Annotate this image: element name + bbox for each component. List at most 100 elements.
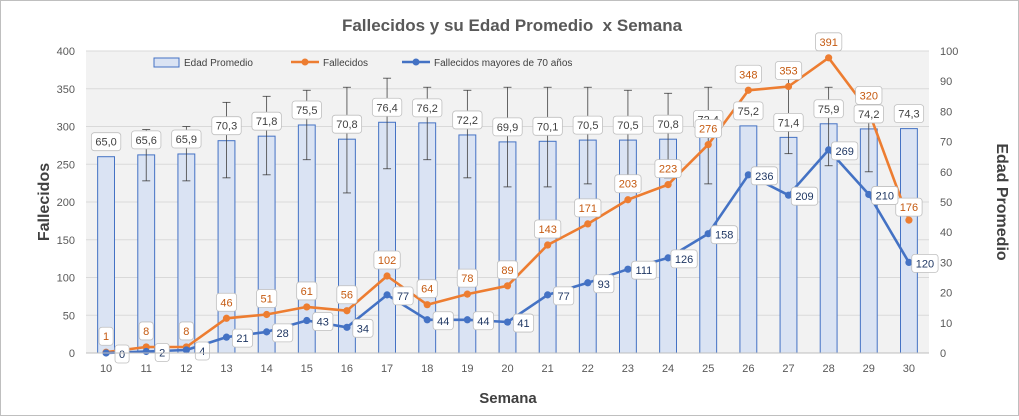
label-fallecidos-box [178, 321, 194, 341]
legend-marker-mayores [412, 58, 420, 66]
label-fallecidos-mayores: 34 [357, 323, 369, 335]
label-fallecidos-mayores: 209 [795, 191, 813, 203]
y-left-tick-label: 400 [57, 46, 75, 58]
label-fallecidos: 56 [341, 290, 353, 302]
label-fallecidos-mayores-box [631, 260, 657, 280]
label-edad-promedio-group: 70,8 [652, 114, 684, 134]
label-edad-promedio-group: 74,2 [853, 104, 884, 124]
label-edad-promedio-group: 70,8 [331, 114, 363, 134]
point-fallecidos-mayores [825, 146, 833, 154]
label-edad-promedio-group: 71,8 [251, 111, 282, 131]
label-fallecidos-mayores: 158 [715, 230, 733, 242]
y-left-tick-label: 100 [57, 273, 75, 285]
label-fallecidos-box [496, 260, 519, 280]
label-edad-promedio: 65,0 [95, 137, 116, 149]
point-fallecidos [222, 314, 231, 322]
label-fallecidos: 78 [461, 273, 473, 285]
y-right-tick-label: 30 [940, 257, 952, 269]
label-fallecidos-mayores: 236 [755, 171, 773, 183]
point-fallecidos [784, 82, 793, 91]
label-edad-promedio: 74,2 [858, 109, 879, 121]
label-fallecidos-mayores: 77 [558, 291, 570, 303]
label-fallecidos-mayores: 126 [675, 254, 693, 266]
y-right-tick-label: 80 [940, 106, 952, 118]
label-fallecidos-box [855, 86, 883, 105]
label-fallecidos-mayores-box [312, 312, 334, 331]
label-fallecidos-mayores-group: 4 [194, 341, 210, 361]
label-edad-promedio-box [412, 98, 443, 118]
label-fallecidos-mayores: 44 [477, 316, 489, 328]
y-left-tick-label: 50 [63, 310, 75, 322]
point-fallecidos [544, 241, 552, 249]
label-fallecidos-box [574, 198, 602, 218]
label-fallecidos-mayores-group: 77 [392, 286, 414, 306]
label-fallecidos: 353 [779, 65, 797, 77]
label-edad-promedio-group: 70,3 [211, 116, 242, 136]
label-fallecidos: 176 [900, 202, 918, 214]
label-edad-promedio-box [813, 99, 844, 119]
x-tick-label: 14 [261, 363, 273, 375]
label-fallecidos-group: 391 [815, 32, 843, 52]
point-fallecidos-mayores [142, 347, 150, 356]
label-fallecidos-box [256, 289, 278, 308]
point-fallecidos [263, 310, 271, 319]
label-edad-promedio-group: 71,4 [773, 112, 804, 132]
label-edad-promedio: 75,9 [818, 104, 839, 116]
x-tick-label: 16 [341, 363, 353, 375]
label-edad-promedio-box [452, 110, 483, 130]
label-fallecidos-mayores: 28 [277, 328, 289, 340]
label-fallecidos-mayores-group: 209 [790, 186, 819, 206]
label-edad-promedio-box [331, 114, 363, 134]
x-tick-label: 23 [622, 363, 634, 375]
point-fallecidos-mayores [182, 346, 190, 354]
label-fallecidos-mayores-group: 210 [871, 186, 899, 205]
point-fallecidos-mayores [423, 316, 431, 324]
label-fallecidos: 51 [261, 293, 273, 305]
y-right-tick-label: 90 [940, 76, 952, 88]
bar-edad-promedio [739, 125, 758, 354]
legend-label-mayores: Fallecidos mayores de 70 años [434, 58, 572, 69]
y-left-tick-label: 150 [57, 235, 75, 247]
label-edad-promedio: 71,8 [256, 116, 277, 128]
label-fallecidos-mayores: 111 [636, 265, 653, 277]
point-fallecidos [744, 86, 752, 94]
label-fallecidos-mayores: 77 [397, 291, 409, 303]
point-fallecidos-mayores [865, 190, 873, 199]
label-fallecidos: 61 [301, 286, 313, 298]
lines [102, 54, 913, 357]
x-tick-label: 29 [863, 363, 875, 375]
label-fallecidos-mayores-group: 269 [831, 141, 859, 161]
label-fallecidos-mayores-group: 236 [750, 166, 778, 186]
point-fallecidos [503, 282, 512, 290]
label-fallecidos-box [694, 119, 722, 139]
x-tick-label: 24 [662, 363, 674, 375]
label-edad-promedio: 69,9 [497, 122, 518, 134]
label-edad-promedio-group: 70,5 [612, 115, 644, 135]
label-fallecidos-mayores-group: 120 [911, 253, 939, 273]
x-tick-label: 26 [742, 363, 754, 375]
bar-edad-promedio [899, 128, 918, 354]
label-fallecidos-box [456, 268, 478, 288]
label-fallecidos-mayores-group: 28 [272, 323, 294, 343]
label-edad-promedio-box [291, 100, 322, 120]
label-fallecidos-mayores-box [750, 166, 778, 186]
label-fallecidos-box [98, 326, 114, 346]
label-fallecidos-box [336, 285, 358, 305]
label-edad-promedio-group: 65,9 [171, 129, 202, 149]
label-edad-promedio-box [492, 117, 523, 137]
y-left-tick-label: 200 [57, 197, 75, 209]
point-fallecidos [584, 220, 592, 228]
y-right-tick-label: 100 [940, 46, 958, 58]
label-fallecidos-mayores-group: 77 [553, 286, 575, 306]
label-edad-promedio-box [733, 101, 764, 121]
label-edad-promedio-box [893, 104, 925, 124]
x-tick-label: 19 [461, 363, 473, 375]
label-fallecidos-mayores: 41 [517, 318, 529, 330]
label-fallecidos-mayores-group: 34 [352, 318, 374, 338]
label-fallecidos-group: 102 [373, 250, 401, 270]
label-edad-promedio: 71,4 [778, 117, 799, 129]
y-right-tick-label: 50 [940, 197, 952, 209]
x-tick-label: 11 [141, 363, 152, 375]
